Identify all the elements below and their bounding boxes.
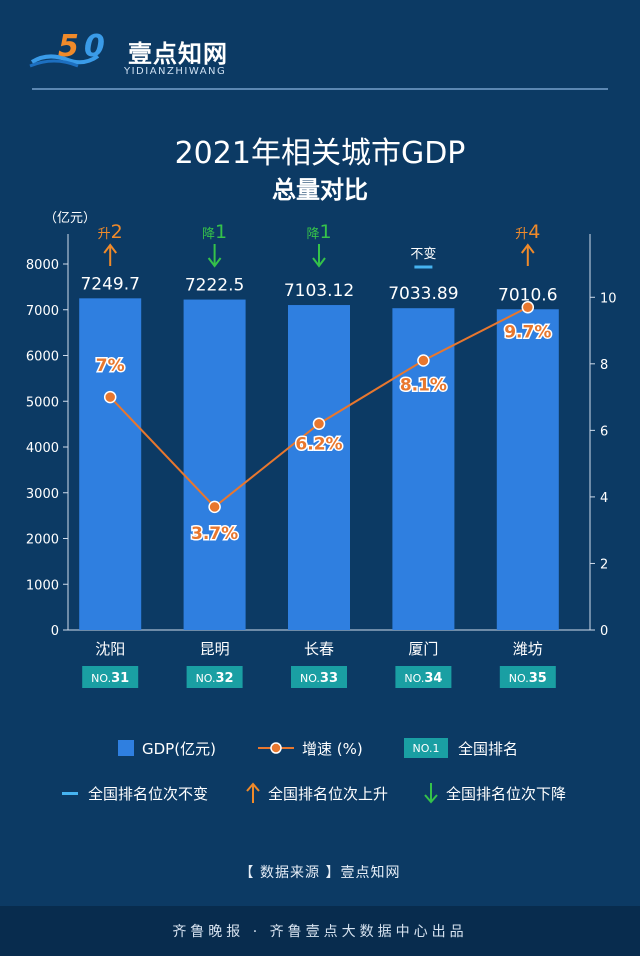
rank-badge xyxy=(395,666,452,688)
rank-badge-text: NO.32 xyxy=(196,671,234,686)
y2-tick-label: 10 xyxy=(600,291,617,306)
legend-same: 全国排名位次不变 xyxy=(62,780,208,806)
rank-badge xyxy=(291,666,347,688)
legend-bar-swatch xyxy=(118,740,134,756)
data-source: 【 数据来源 】壹点知网 xyxy=(239,865,401,881)
legend-gdp: GDP(亿元) xyxy=(118,735,216,761)
logo-50-icon: 5 0 xyxy=(29,29,105,68)
rank-change-label: 升4 xyxy=(515,221,540,243)
growth-point xyxy=(312,417,326,430)
legend-gdp-label: GDP(亿元) xyxy=(142,739,216,758)
y-tick-label: 0 xyxy=(51,624,59,639)
rank-up-arrowhead-icon xyxy=(520,243,535,254)
rank-change-label: 降1 xyxy=(306,221,331,243)
y-tick-label: 3000 xyxy=(26,487,59,502)
gdp-bar xyxy=(288,305,350,630)
legend-down-label: 全国排名位次下降 xyxy=(446,784,567,803)
y-tick-label: 7000 xyxy=(26,304,59,319)
rank-badge-text: NO.31 xyxy=(91,671,129,686)
growth-value-label: 8.1% xyxy=(400,375,447,395)
rank-badge-text: NO.35 xyxy=(509,671,547,686)
category-label: 潍坊 xyxy=(513,640,543,658)
y-tick-label: 2000 xyxy=(26,533,59,548)
gdp-chart: （亿元） 0 1000 2000 3000 4000 5000 6000 7000 8000 0 2 4… xyxy=(26,211,617,688)
footer-credit: 齐鲁晚报 · 齐鲁壹点大数据中心出品 xyxy=(172,924,468,940)
rank-down-arrowhead-icon xyxy=(207,257,222,268)
rank-up-arrowhead-icon xyxy=(103,243,117,254)
gdp-value-label: 7222.5 xyxy=(185,276,244,296)
category-label: 沈阳 xyxy=(95,640,125,658)
y-tick-label: 4000 xyxy=(26,441,59,456)
chart-title-line1: 2021年相关城市GDP xyxy=(174,136,466,171)
growth-point xyxy=(208,500,221,514)
y-axis-label: （亿元） xyxy=(44,211,96,226)
rank-badge xyxy=(186,666,243,688)
legend-row-2: 全国排名位次不变 全国排名位次上升 全国排名位次下降 xyxy=(0,780,640,806)
legend-down: 全国排名位次下降 xyxy=(424,780,566,806)
legend-rank-badge: NO.1 xyxy=(404,738,448,758)
legend-down-arrow-icon xyxy=(424,783,438,804)
y2-tick-label: 4 xyxy=(600,491,608,506)
rank-change-label: 不变 xyxy=(410,246,436,262)
y2-tick-label: 8 xyxy=(600,358,608,373)
legend-up-label: 全国排名位次上升 xyxy=(268,784,389,803)
rank-down-arrowhead-icon xyxy=(312,257,326,268)
gdp-bar xyxy=(496,309,559,630)
growth-value-label: 6.2% xyxy=(295,435,342,455)
logo-subtext: YIDIANZHIWANG xyxy=(124,66,227,77)
rank-badge-text: NO.33 xyxy=(300,671,338,686)
growth-value-label: 9.7% xyxy=(504,322,551,342)
rank-change-label: 升2 xyxy=(98,221,123,243)
legend-growth-label: 增速 (%) xyxy=(302,739,363,758)
category-label: 长春 xyxy=(304,640,334,658)
y-tick-label: 5000 xyxy=(26,395,59,410)
growth-point xyxy=(521,301,535,314)
gdp-value-label: 7103.12 xyxy=(284,281,354,301)
gdp-value-label: 7033.89 xyxy=(388,284,458,304)
chart-title-line2: 总量对比 xyxy=(272,176,368,204)
y-tick-label: 1000 xyxy=(26,578,59,593)
category-label: 厦门 xyxy=(408,640,438,658)
y-tick-label: 6000 xyxy=(26,350,59,365)
footer: 齐鲁晚报 · 齐鲁壹点大数据中心出品 xyxy=(0,906,640,956)
legend-same-label: 全国排名位次不变 xyxy=(88,784,209,803)
category-label: 昆明 xyxy=(200,640,230,658)
gdp-value-label: 7249.7 xyxy=(80,274,139,294)
legend-rank: NO.1 全国排名 xyxy=(404,735,518,761)
growth-point xyxy=(417,354,430,367)
gdp-value-label: 7010.6 xyxy=(498,285,557,305)
growth-point xyxy=(103,390,117,404)
header: 5 0 壹点知网 YIDIANZHIWANG xyxy=(0,0,640,92)
legend-growth: 增速 (%) xyxy=(258,735,363,761)
legend-up: 全国排名位次上升 xyxy=(246,780,388,806)
rank-badge xyxy=(499,666,556,688)
y2-tick-label: 2 xyxy=(600,557,608,572)
header-divider xyxy=(32,88,608,90)
y2-tick-label: 6 xyxy=(600,424,608,439)
rank-change-label: 降1 xyxy=(202,221,227,243)
logo-text: 壹点知网 xyxy=(128,40,228,68)
legend-up-arrow-icon xyxy=(246,782,260,803)
rank-badge-text: NO.34 xyxy=(404,671,442,686)
legend-line-marker-icon xyxy=(258,742,294,754)
legend-rank-label: 全国排名 xyxy=(458,739,519,758)
rank-badge xyxy=(82,666,139,688)
y-tick-label: 8000 xyxy=(26,258,59,273)
svg-text:5: 5 xyxy=(58,29,79,64)
growth-value-label: 3.7% xyxy=(191,524,238,544)
gdp-bar xyxy=(79,298,142,630)
legend-row-1: GDP(亿元) 增速 (%) NO.1 全国排名 xyxy=(0,735,640,761)
svg-text:0: 0 xyxy=(84,29,105,64)
legend-same-dash-icon xyxy=(62,791,78,795)
gdp-bar xyxy=(183,299,246,630)
growth-value-label: 7% xyxy=(96,356,125,376)
y2-tick-label: 0 xyxy=(600,624,608,639)
